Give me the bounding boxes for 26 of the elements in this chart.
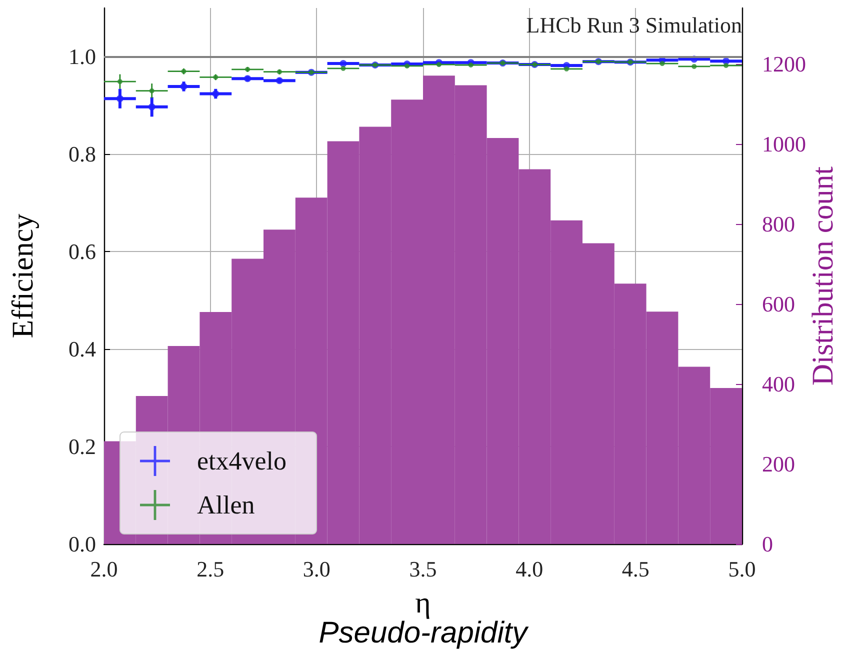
x-axis-title: η	[415, 586, 431, 620]
y2-tick-label: 400	[762, 372, 795, 396]
legend-label: etx4velo	[197, 446, 287, 476]
x-tick-label: 4.5	[622, 556, 650, 582]
y-tick-label: 0.0	[68, 532, 96, 556]
y2-axis-title: Distribution count	[806, 166, 840, 386]
y-tick-label: 0.4	[68, 336, 96, 362]
annotation: LHCb Run 3 Simulation	[526, 12, 742, 38]
y-tick-label: 0.2	[68, 434, 96, 460]
x-tick-label: 5.0	[728, 556, 756, 582]
x-tick-label: 2.0	[90, 556, 118, 582]
y2-tick-label: 200	[762, 452, 795, 476]
y2-tick-label: 1200	[762, 52, 806, 76]
y2-tick-label: 1000	[762, 132, 806, 156]
x-tick-label: 2.5	[196, 556, 224, 582]
x-tick-label: 3.5	[409, 556, 437, 582]
y-tick-label: 0.8	[68, 142, 96, 167]
y-tick-label: 0.6	[68, 239, 96, 264]
x-tick-label: 3.0	[302, 556, 330, 582]
y2-tick-label: 600	[762, 292, 795, 316]
x-tick-label: 4.0	[516, 556, 544, 582]
y-tick-label: 1.0	[68, 44, 96, 70]
legend-label: Allen	[197, 490, 255, 520]
y-axis-title: Efficiency	[6, 214, 40, 338]
y2-tick-label: 0	[762, 532, 773, 556]
y2-tick-label: 800	[762, 212, 795, 236]
